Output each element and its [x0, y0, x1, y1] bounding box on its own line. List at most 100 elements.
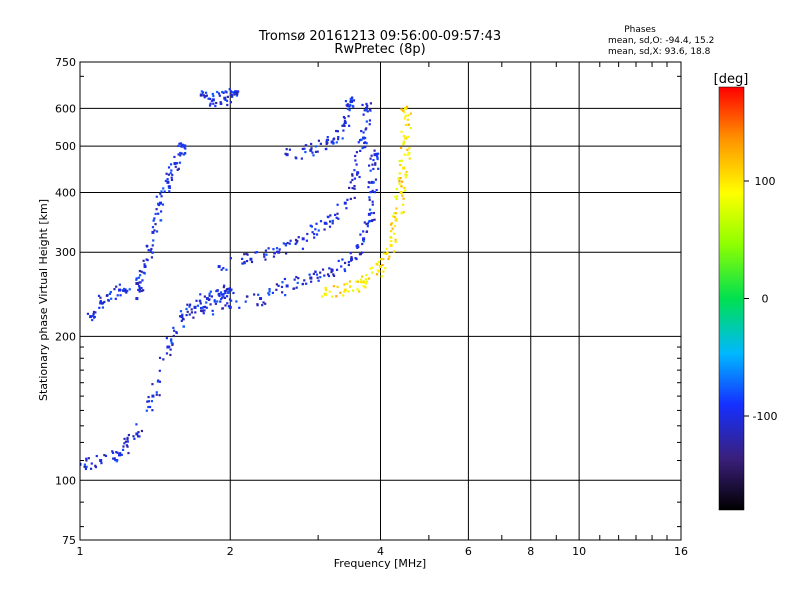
scatter-dot	[327, 215, 330, 219]
scatter-dot	[92, 310, 96, 314]
scatter-dot	[216, 289, 219, 292]
scatter-dot	[350, 256, 353, 259]
scatter-dot	[394, 195, 397, 198]
scatter-dot	[264, 249, 268, 252]
scatter-dot	[265, 253, 268, 256]
scatter-dot	[303, 147, 306, 150]
scatter-dot	[376, 263, 379, 266]
scatter-dot	[373, 149, 376, 152]
scatter-dot	[335, 141, 338, 144]
scatter-dot	[402, 140, 405, 143]
scatter-dot	[364, 128, 367, 131]
scatter-dot	[356, 244, 359, 247]
trace-point	[166, 345, 170, 349]
scatter-dot	[263, 255, 266, 258]
scatter-dot	[284, 243, 287, 246]
scatter-dot	[245, 259, 249, 263]
scatter-dot	[110, 297, 113, 300]
scatter-dot	[375, 152, 378, 155]
scatter-dot	[127, 433, 131, 437]
trace-point	[228, 305, 232, 309]
scatter-dot	[182, 153, 185, 156]
scatter-dot	[214, 302, 218, 305]
scatter-dot	[403, 186, 406, 190]
scatter-dot	[142, 259, 145, 262]
scatter-dot	[403, 153, 406, 156]
scatter-dot	[320, 295, 324, 298]
scatter-dot	[356, 288, 359, 291]
scatter-dot	[377, 260, 381, 264]
scatter-dot	[353, 196, 356, 199]
scatter-dot	[407, 114, 410, 117]
scatter-dot	[346, 107, 350, 111]
scatter-dot	[359, 252, 363, 256]
scatter-dot	[175, 162, 179, 165]
scatter-dot	[226, 291, 230, 294]
scatter-dot	[202, 306, 205, 309]
scatter-dot	[397, 177, 400, 180]
scatter-dot	[190, 308, 193, 311]
scatter-dot	[404, 114, 407, 118]
scatter-dot	[361, 103, 364, 107]
grid-lines	[80, 62, 681, 540]
scatter-dot	[384, 267, 387, 270]
scatter-dot	[151, 383, 154, 386]
scatter-dot	[351, 173, 354, 176]
scatter-dot	[100, 462, 103, 465]
scatter-dot	[149, 249, 152, 252]
scatter-dot	[155, 195, 158, 198]
scatter-dot	[155, 393, 158, 396]
scatter-dot	[92, 312, 95, 316]
scatter-dot	[400, 108, 403, 111]
scatter-dot	[282, 242, 285, 245]
scatter-dot	[222, 293, 225, 296]
scatter-dot	[386, 251, 389, 255]
scatter-dot	[220, 268, 223, 271]
scatter-dot	[366, 222, 370, 225]
scatter-dot	[97, 294, 101, 298]
scatter-dot	[319, 276, 322, 279]
scatter-dot	[159, 210, 163, 213]
trace-point	[404, 136, 408, 140]
scatter-dot	[351, 96, 354, 99]
scatter-dot	[289, 239, 292, 242]
trace-point	[180, 144, 184, 148]
scatter-dot	[114, 297, 117, 300]
trace-point	[249, 257, 253, 261]
trace-point	[367, 212, 371, 216]
scatter-dot	[94, 464, 97, 467]
scatter-dot	[245, 252, 248, 255]
scatter-dot	[328, 220, 332, 223]
trace-point	[285, 153, 289, 157]
trace-point	[365, 106, 369, 110]
trace-point	[362, 280, 366, 284]
scatter-dot	[161, 203, 165, 206]
scatter-dot	[361, 146, 364, 150]
scatter-dot	[407, 151, 410, 154]
scatter-dot	[229, 101, 232, 104]
scatter-dot	[167, 166, 171, 169]
x-tick-label: 16	[674, 545, 688, 558]
scatter-dot	[162, 358, 165, 361]
scatter-dot	[304, 144, 307, 147]
trace-point	[223, 96, 227, 100]
scatter-dot	[301, 247, 305, 250]
trace-point	[309, 148, 313, 152]
scatter-dot	[168, 185, 171, 188]
trace-point	[135, 297, 139, 301]
scatter-dot	[123, 437, 126, 440]
scatter-dot	[199, 293, 202, 296]
scatter-dot	[205, 301, 208, 304]
scatter-dot	[208, 294, 211, 297]
scatter-dot	[323, 274, 326, 277]
scatter-dot	[365, 273, 368, 277]
scatter-dot	[89, 467, 93, 470]
scatter-dot	[348, 105, 351, 108]
scatter-dot	[116, 294, 119, 297]
scatter-dot	[401, 194, 404, 197]
scatter-dot	[177, 153, 180, 156]
scatter-dot	[399, 176, 402, 180]
scatter-dot	[124, 290, 127, 293]
scatter-dot	[241, 262, 244, 265]
scatter-dot	[228, 298, 232, 301]
